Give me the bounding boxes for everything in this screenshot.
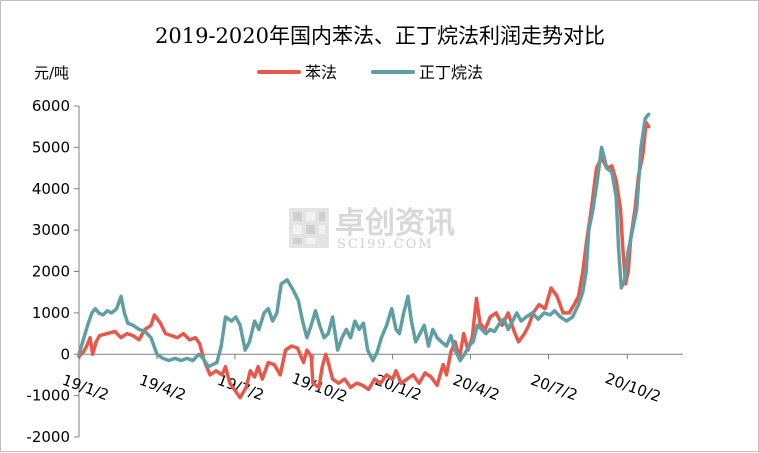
y-tick-label: -2000 <box>26 428 70 446</box>
x-tick-label: 20/7/2 <box>528 371 580 404</box>
series-line-2 <box>77 112 651 369</box>
x-axis: 19/1/2 19/4/2 19/7/2 19/10/2 20/1/2 20/4/2 20/… <box>60 353 683 406</box>
y-tick-label: 6000 <box>32 97 70 115</box>
x-tick-label: 20/4/2 <box>450 371 502 404</box>
series-line-1 <box>77 120 651 400</box>
y-tick-label: 4000 <box>32 180 70 198</box>
y-tick-label: 1000 <box>32 304 70 322</box>
y-tick-label: 2000 <box>32 263 70 281</box>
y-tick-label: -1000 <box>26 387 70 405</box>
y-axis: 6000 5000 4000 3000 2000 1000 0 -1000 -2000 <box>26 97 80 446</box>
watermark-cn-text: 卓创资讯 <box>335 206 455 241</box>
legend-label-series-1: 苯法 <box>305 63 337 82</box>
watermark: 卓创资讯 SCI99.COM <box>289 206 455 252</box>
plot-area <box>77 112 651 400</box>
y-tick-label: 0 <box>60 345 70 363</box>
y-tick-label: 5000 <box>32 138 70 156</box>
legend: 苯法 正丁烷法 <box>257 63 483 82</box>
x-tick-label: 19/4/2 <box>137 371 189 404</box>
x-tick-label: 20/10/2 <box>603 369 663 406</box>
chart-title: 2019-2020年国内苯法、正丁烷法利润走势对比 <box>155 24 605 48</box>
legend-label-series-2: 正丁烷法 <box>419 63 483 82</box>
watermark-logo-icon <box>289 208 329 248</box>
y-axis-unit-label: 元/吨 <box>34 64 69 82</box>
y-tick-label: 3000 <box>32 221 70 239</box>
watermark-en-text: SCI99.COM <box>337 237 434 252</box>
